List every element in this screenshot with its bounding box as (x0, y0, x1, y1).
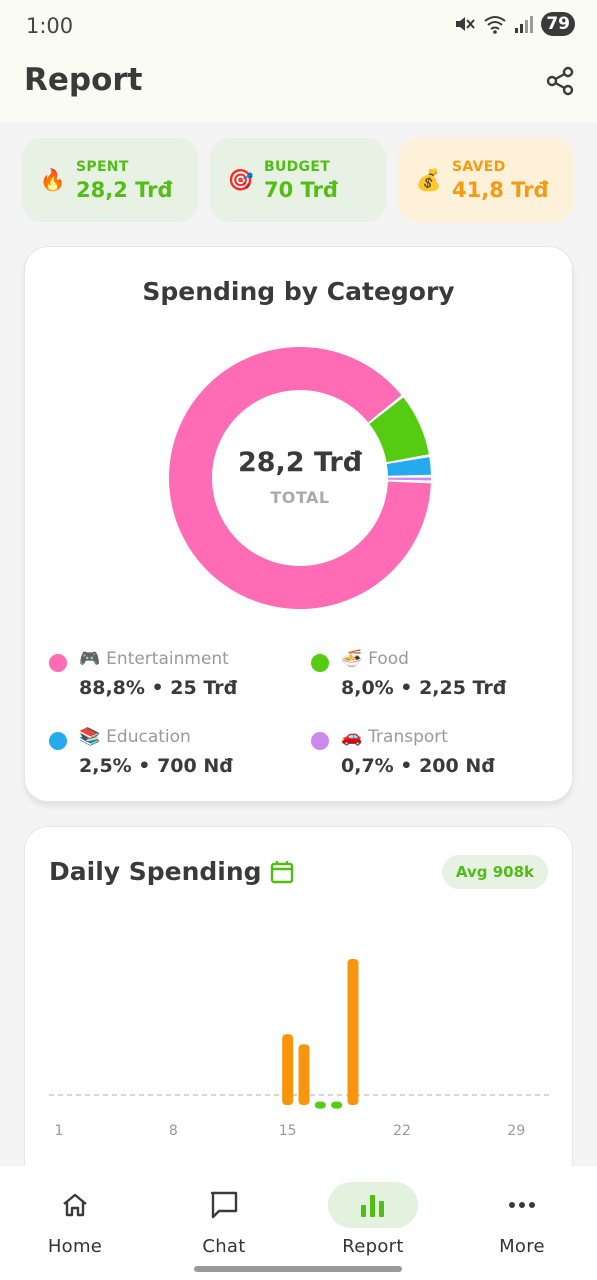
legend-dot (49, 732, 67, 750)
daily-title-text: Daily Spending (49, 857, 262, 886)
chat-icon (210, 1191, 238, 1219)
total-label: TOTAL (270, 488, 330, 507)
top-area: 1:00 79 Report (0, 0, 597, 122)
saved-card: 💰 SAVED 41,8 Trđ (398, 138, 574, 222)
nav-icon-wrap (477, 1182, 567, 1228)
nav-chat[interactable]: Chat (164, 1174, 284, 1257)
signal-icon (515, 16, 534, 33)
x-tick-label: 15 (279, 1123, 297, 1139)
daily-title: Daily Spending (49, 857, 294, 886)
nav-home[interactable]: Home (15, 1174, 135, 1257)
page-title: Report (24, 62, 143, 98)
nav-more-label: More (499, 1236, 545, 1257)
daily-spending-chart: 1 8 15 22 29 (49, 959, 550, 1139)
category-title: Spending by Category (142, 277, 455, 306)
avg-badge: Avg 908k (441, 855, 548, 889)
share-icon[interactable] (545, 66, 575, 96)
nav-report[interactable]: Report (313, 1174, 433, 1257)
legend-value: 8,0% • 2,25 Trđ (341, 677, 507, 699)
nav-more[interactable]: More (462, 1174, 582, 1257)
nav-chat-label: Chat (202, 1236, 246, 1257)
total-value: 28,2 Trđ (237, 447, 363, 478)
money-bag-icon: 💰 (415, 167, 443, 192)
legend-dot (311, 654, 329, 672)
books-icon: 📚 (79, 727, 101, 747)
mute-icon (456, 17, 476, 31)
fire-icon: 🔥 (39, 167, 67, 192)
status-icons: 79 (453, 12, 575, 36)
legend-name-text: Entertainment (106, 649, 229, 669)
daily-spending-card: 1 8 15 22 29 Daily Spending Avg 908k (24, 826, 573, 1186)
legend-dot (49, 654, 67, 672)
nav-icon-wrap-active (328, 1182, 418, 1228)
bar-chart-icon (361, 1195, 384, 1217)
donut-slice-entertainment[interactable] (169, 347, 431, 609)
noodle-bowl-icon: 🍜 (341, 649, 363, 669)
home-indicator (194, 1266, 402, 1272)
legend-name-text: Transport (368, 727, 448, 747)
status-bar: 1:00 79 (0, 0, 597, 50)
nav-icon-wrap (179, 1182, 269, 1228)
x-tick-label: 8 (169, 1123, 178, 1139)
nav-home-label: Home (47, 1236, 103, 1257)
nav-report-label: Report (342, 1236, 404, 1257)
budget-label: BUDGET (264, 158, 331, 175)
bottom-nav: Home Chat Report More (0, 1166, 597, 1280)
x-tick-label: 1 (55, 1123, 64, 1139)
spent-value: 28,2 Trđ (76, 177, 173, 202)
x-tick-label: 22 (393, 1123, 411, 1139)
legend-value: 0,7% • 200 Nđ (341, 755, 495, 777)
daily-bar[interactable] (331, 1101, 343, 1109)
donut-slice-education[interactable] (386, 457, 431, 476)
status-time: 1:00 (26, 14, 74, 38)
legend-label: 🎮 Entertainment (79, 649, 229, 669)
car-icon: 🚗 (341, 727, 363, 747)
nav-icon-wrap (30, 1182, 120, 1228)
saved-value: 41,8 Trđ (452, 177, 549, 202)
legend-name-text: Food (368, 649, 409, 669)
category-card: Spending by Category 28,2 Trđ TOTAL 🎮 Ent… (24, 246, 573, 802)
daily-bar[interactable] (347, 959, 359, 1105)
spent-label: SPENT (76, 158, 129, 175)
battery-indicator: 79 (541, 12, 575, 36)
donut-slice-food[interactable] (369, 397, 429, 463)
donut-chart[interactable] (167, 345, 433, 611)
legend-label: 📚 Education (79, 727, 191, 747)
legend-name-text: Education (106, 727, 191, 747)
legend-label: 🍜 Food (341, 649, 409, 669)
budget-value: 70 Trđ (264, 177, 338, 202)
spent-card: 🔥 SPENT 28,2 Trđ (22, 138, 198, 222)
legend-value: 2,5% • 700 Nđ (79, 755, 233, 777)
target-icon: 🎯 (227, 167, 255, 192)
daily-bar[interactable] (314, 1101, 326, 1109)
game-controller-icon: 🎮 (79, 649, 101, 669)
budget-card: 🎯 BUDGET 70 Trđ (210, 138, 386, 222)
saved-label: SAVED (452, 158, 506, 175)
legend-dot (311, 732, 329, 750)
daily-bar[interactable] (298, 1044, 310, 1105)
legend-label: 🚗 Transport (341, 727, 448, 747)
app-header: Report (0, 56, 597, 112)
wifi-icon (484, 16, 506, 34)
calendar-icon[interactable] (270, 860, 294, 884)
more-icon (509, 1202, 535, 1208)
legend-value: 88,8% • 25 Trđ (79, 677, 238, 699)
donut-slice-transport[interactable] (387, 477, 432, 481)
x-tick-label: 29 (507, 1123, 525, 1139)
donut-center: 28,2 Trđ TOTAL (167, 447, 433, 507)
home-icon (63, 1193, 87, 1217)
daily-bar[interactable] (282, 1034, 294, 1105)
